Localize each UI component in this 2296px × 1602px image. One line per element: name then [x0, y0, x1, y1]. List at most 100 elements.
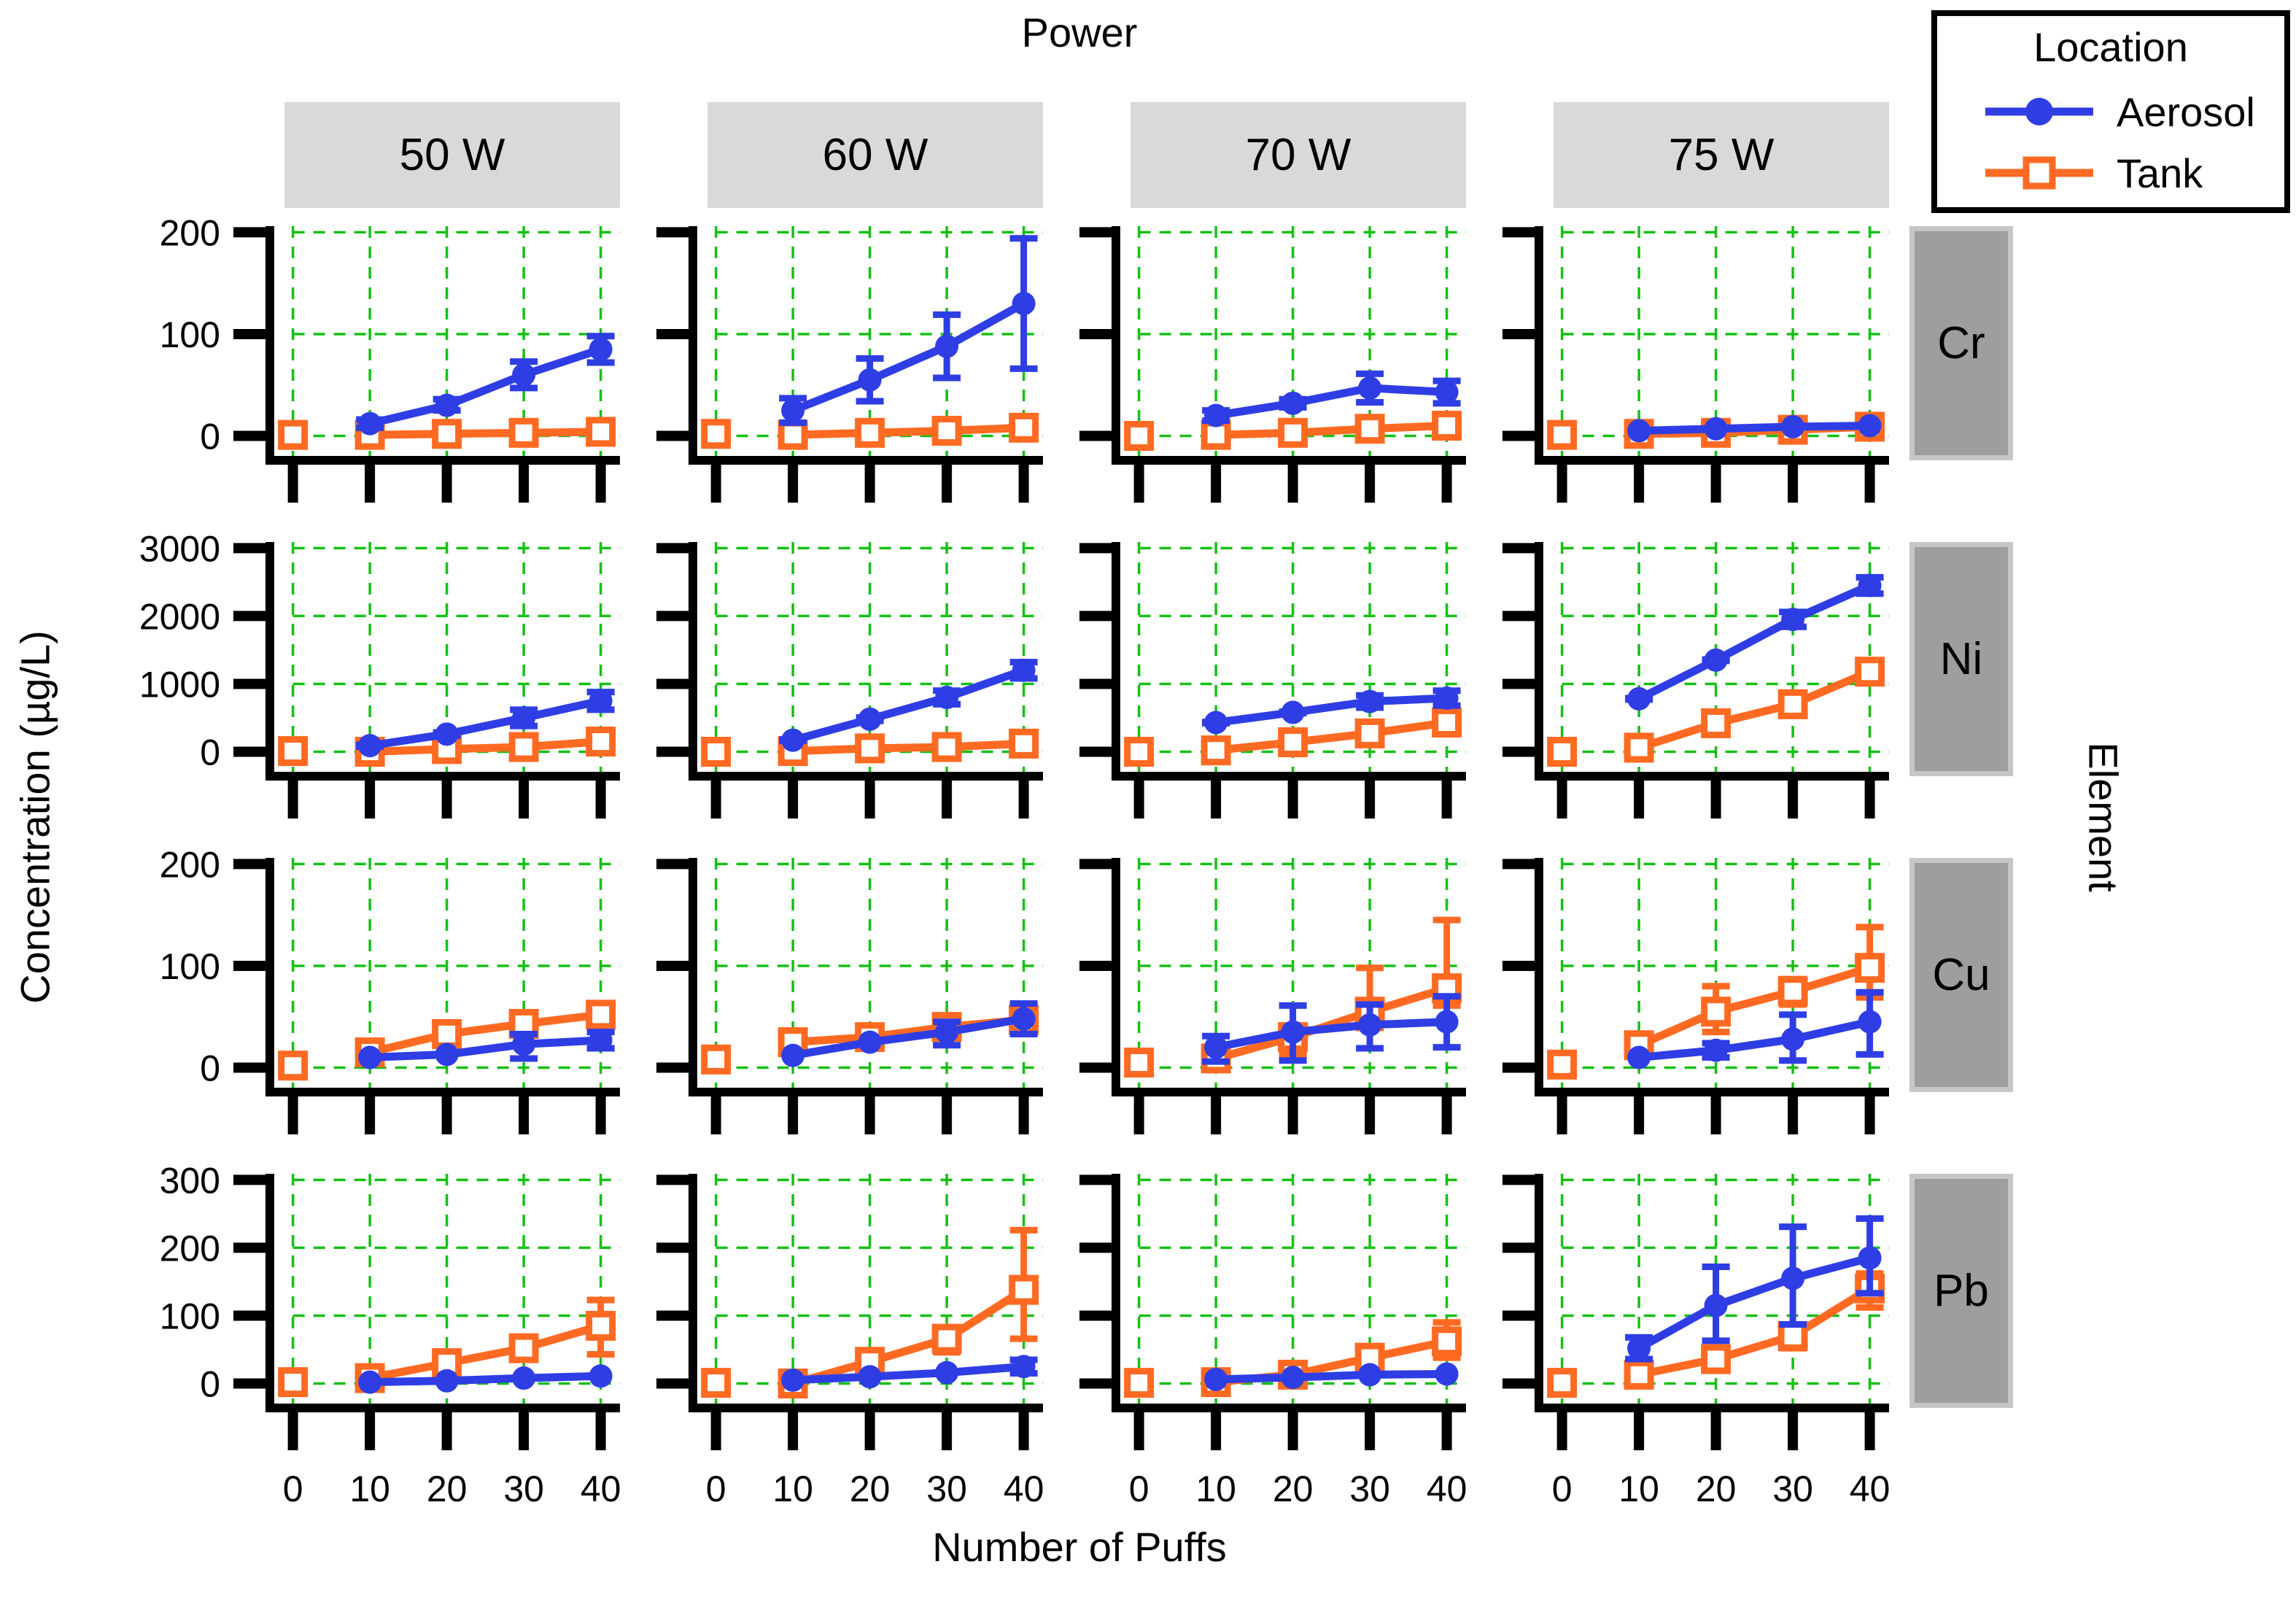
aerosol-marker	[1858, 573, 1882, 597]
tank-marker	[855, 417, 885, 448]
aerosol-marker	[1358, 1013, 1382, 1037]
aerosol-marker	[1704, 417, 1728, 441]
tank-marker	[1432, 1326, 1462, 1357]
tank-marker	[1354, 718, 1385, 748]
x-tick-label: 20	[1696, 1468, 1737, 1509]
aerosol-marker	[358, 1370, 382, 1394]
aerosol-line	[369, 697, 602, 750]
facet-strip-label: 60 W	[822, 130, 928, 180]
tank-line	[369, 738, 602, 756]
tank-marker	[586, 727, 616, 757]
aerosol-marker	[781, 398, 805, 422]
y-tick-label: 200	[160, 212, 220, 253]
tank-marker	[1855, 657, 1885, 687]
aerosol-marker	[358, 1045, 382, 1069]
tank-marker	[1624, 1359, 1654, 1390]
x-tick-label: 30	[1772, 1468, 1813, 1509]
aerosol-marker	[435, 722, 459, 746]
tank-marker	[432, 1018, 462, 1049]
facet-strip-pb: Pb	[1909, 1174, 2013, 1408]
facet-column-title: Power	[1021, 9, 1138, 55]
facet-strip-cr: Cr	[1909, 226, 2013, 460]
facet-strip-label: 50 W	[399, 130, 505, 180]
tank-marker	[701, 1368, 732, 1398]
x-tick-label: 10	[1618, 1468, 1659, 1509]
tank-marker	[508, 417, 539, 448]
aerosol-marker	[358, 411, 382, 436]
aerosol-marker	[1281, 391, 1305, 415]
tank-marker	[1009, 1274, 1039, 1305]
aerosol-marker	[1704, 1293, 1728, 1317]
tank-marker	[508, 732, 539, 762]
aerosol-marker	[1204, 1035, 1228, 1059]
x-tick-label: 20	[427, 1468, 468, 1509]
tank-marker	[1547, 1049, 1578, 1080]
aerosol-line	[1215, 384, 1447, 420]
x-tick-label: 0	[1129, 1468, 1149, 1509]
aerosol-line	[370, 1371, 601, 1387]
aerosol-marker	[935, 686, 959, 710]
facet-strip-label: Cr	[1937, 318, 1985, 368]
aerosol-marker	[781, 1043, 805, 1067]
x-tick-label: 0	[1552, 1468, 1572, 1509]
tank-marker	[1354, 414, 1385, 444]
tank-marker	[1777, 689, 1808, 719]
y-tick-label: 3000	[139, 528, 220, 569]
aerosol-marker	[435, 1042, 459, 1067]
tank-marker	[777, 419, 808, 450]
tank-marker	[1624, 732, 1654, 763]
aerosol-marker	[589, 1028, 613, 1052]
x-tick-label: 0	[283, 1468, 303, 1509]
aerosol-marker	[1281, 700, 1305, 724]
aerosol-line	[792, 1362, 1025, 1385]
facet-strip-label: Cu	[1932, 950, 1990, 1000]
tank-marker	[278, 736, 309, 767]
y-tick-label: 100	[160, 946, 220, 987]
aerosol-marker	[1281, 1020, 1305, 1044]
aerosol-marker	[1858, 1246, 1882, 1270]
aerosol-marker	[512, 1366, 536, 1390]
tank-marker	[1701, 1344, 1731, 1374]
tank-marker	[1701, 997, 1731, 1027]
tank-marker	[1124, 1048, 1155, 1078]
tank-marker	[1278, 417, 1308, 448]
aerosol-marker	[1012, 292, 1036, 316]
aerosol-marker	[512, 363, 536, 387]
tank-line	[792, 739, 1024, 756]
aerosol-marker	[1435, 1362, 1459, 1386]
tank-marker	[1547, 737, 1578, 767]
aerosol-marker	[512, 705, 536, 730]
aerosol-marker	[589, 689, 613, 713]
aerosol-marker	[1627, 1336, 1651, 1361]
aerosol-marker	[935, 1020, 959, 1044]
aerosol-marker	[781, 1368, 805, 1392]
aerosol-marker	[858, 368, 882, 392]
aerosol-marker	[858, 1030, 882, 1054]
aerosol-marker	[1012, 1007, 1036, 1031]
tank-marker	[1009, 412, 1039, 443]
x-tick-label: 0	[706, 1468, 726, 1509]
aerosol-line	[368, 345, 602, 428]
tank-marker	[508, 1333, 539, 1363]
tank-marker	[931, 416, 962, 446]
facet-strip-label: 75 W	[1668, 130, 1775, 180]
aerosol-marker	[1435, 686, 1459, 710]
aerosol-marker	[1781, 414, 1805, 438]
facet-strip-75w: 75 W	[1554, 102, 1889, 208]
tank-marker	[1701, 708, 1731, 738]
aerosol-line	[1638, 422, 1870, 436]
aerosol-marker	[1435, 380, 1459, 404]
tank-line	[1215, 719, 1448, 755]
aerosol-marker	[935, 334, 959, 358]
x-tick-label: 40	[1427, 1468, 1467, 1509]
aerosol-marker	[1704, 648, 1728, 672]
y-tick-label: 2000	[139, 596, 220, 637]
aerosol-marker	[1627, 1045, 1651, 1069]
tank-marker	[278, 1050, 309, 1081]
y-tick-label: 0	[200, 417, 220, 457]
aerosol-marker	[1704, 1038, 1728, 1062]
tank-marker	[701, 419, 732, 449]
legend-label: Aerosol	[2117, 88, 2255, 135]
tank-marker	[855, 733, 885, 764]
